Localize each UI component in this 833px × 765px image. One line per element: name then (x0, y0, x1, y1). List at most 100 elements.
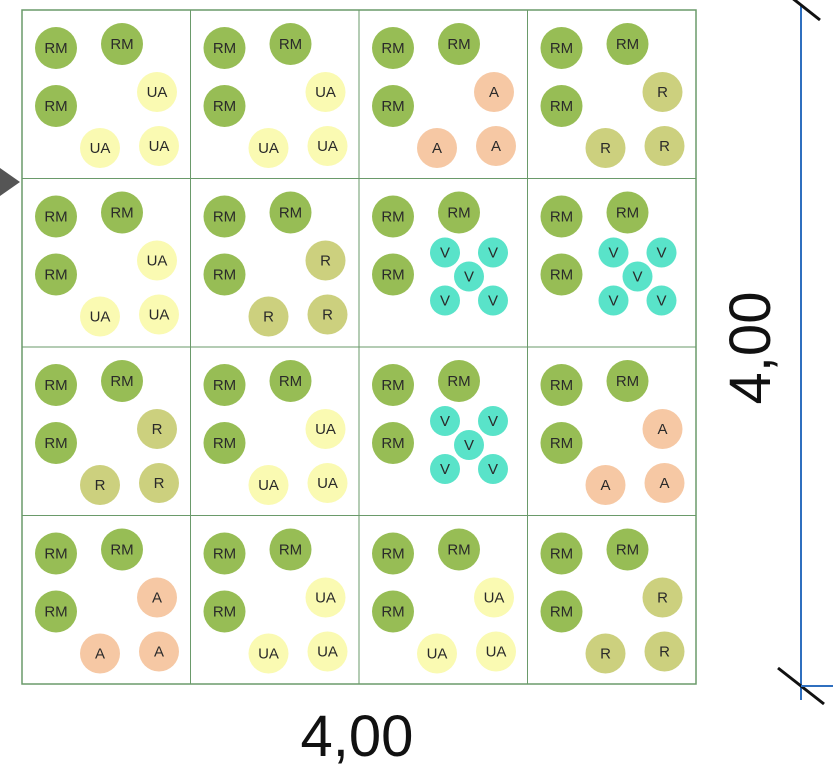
plant-circle (101, 23, 143, 65)
plant-v: V (478, 237, 508, 268)
plant-label: V (440, 413, 450, 430)
plant-label: V (488, 245, 498, 262)
plant-label: UA (258, 646, 279, 663)
plant-ua: UA (305, 72, 346, 112)
plant-label: R (263, 309, 274, 326)
plant-circle (540, 422, 583, 464)
plant-v: V (646, 237, 677, 268)
plant-label: RM (381, 267, 404, 284)
plant-rm: RM (438, 23, 480, 65)
plant-label: V (488, 461, 498, 478)
plant-label: A (432, 140, 442, 157)
plant-a: A (474, 72, 514, 112)
plant-ua: UA (248, 128, 289, 168)
plant-label: RM (279, 205, 302, 222)
plant-label: UA (147, 84, 168, 101)
plant-label: RM (213, 604, 236, 621)
plant-label: UA (149, 138, 170, 155)
plant-label: RM (279, 36, 302, 53)
plant-v: V (478, 285, 508, 316)
plant-circle (203, 253, 246, 296)
plant-r: R (585, 633, 626, 674)
plant-label: RM (213, 267, 236, 284)
grid-cell: RM RM RM A A A (21, 515, 191, 685)
plant-label: R (152, 421, 163, 438)
plant-a: A (80, 633, 120, 674)
grid-cell: RM RM RM A A A (527, 346, 697, 516)
plant-v: V (646, 285, 677, 316)
plant-label: UA (427, 646, 448, 663)
grid-cell: RM RM RM R R R (190, 178, 360, 348)
plant-v: V (622, 261, 653, 292)
plant-label: V (608, 245, 618, 262)
plant-rm: RM (269, 23, 312, 65)
plant-label: R (657, 84, 668, 101)
plant-circle (598, 285, 629, 316)
plant-rm: RM (438, 528, 480, 571)
plant-rm: RM (540, 85, 583, 127)
plant-label: RM (381, 377, 404, 394)
width-dimension-label: 4,00 (301, 704, 414, 765)
plant-label: V (656, 293, 666, 310)
plant-rm: RM (35, 590, 77, 633)
plant-circle (438, 528, 480, 571)
plant-rm: RM (269, 191, 312, 234)
plant-circle (417, 633, 457, 674)
plant-label: RM (550, 40, 573, 57)
plant-rm: RM (203, 253, 246, 296)
plant-circle (454, 261, 484, 292)
plant-circle (305, 409, 346, 449)
plant-circle (438, 191, 480, 234)
plant-label: V (464, 269, 474, 286)
plant-rm: RM (35, 27, 77, 69)
plant-label: A (491, 138, 501, 155)
plant-v: V (430, 237, 460, 268)
plant-circle (203, 85, 246, 127)
plant-circle (307, 294, 348, 335)
plant-circle (372, 253, 414, 296)
plant-circle (646, 237, 677, 268)
plant-rm: RM (35, 85, 77, 127)
plant-circle (101, 528, 143, 571)
plant-circle (307, 126, 348, 166)
plant-circle (80, 128, 120, 168)
height-dimension (777, 0, 833, 706)
plant-a: A (476, 126, 516, 166)
plant-label: UA (90, 140, 111, 157)
plant-label: UA (149, 307, 170, 324)
plant-rm: RM (606, 23, 649, 65)
plant-label: R (600, 140, 611, 157)
plant-label: UA (258, 477, 279, 494)
plant-rm: RM (101, 191, 143, 234)
plant-label: RM (550, 604, 573, 621)
plant-label: R (320, 253, 331, 270)
grid-cell: RM RM RM A A A (358, 9, 528, 179)
plant-label: RM (44, 209, 67, 226)
plant-label: UA (317, 644, 338, 661)
plant-label: RM (44, 267, 67, 284)
plant-v: V (598, 285, 629, 316)
plant-circle (307, 463, 348, 503)
plant-circle (478, 406, 508, 436)
plant-ua: UA (307, 631, 348, 672)
plant-v: V (430, 454, 460, 484)
plant-a: A (644, 463, 685, 503)
plant-label: RM (213, 98, 236, 115)
plant-ua: UA (305, 409, 346, 449)
plant-label: RM (44, 98, 67, 115)
plant-circle (248, 633, 289, 674)
plant-r: R (248, 296, 289, 337)
plant-circle (644, 463, 685, 503)
plant-circle (203, 27, 246, 69)
plant-label: UA (315, 590, 336, 607)
plant-label: RM (381, 546, 404, 563)
plant-rm: RM (372, 422, 414, 464)
plant-label: RM (110, 542, 133, 559)
grid-cell: RM RM RM R R R (527, 9, 697, 179)
plant-circle (137, 409, 177, 449)
plant-ua: UA (80, 128, 120, 168)
plant-circle (139, 463, 179, 503)
plant-v: V (454, 261, 484, 292)
plant-label: RM (213, 209, 236, 226)
plant-a: A (417, 128, 457, 168)
